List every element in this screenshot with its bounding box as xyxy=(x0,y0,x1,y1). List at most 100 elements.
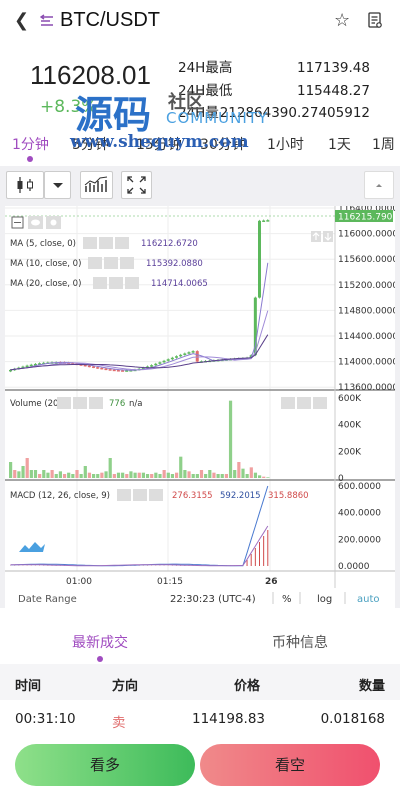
volume-bar xyxy=(54,474,58,478)
candle xyxy=(87,365,91,368)
volume-bar xyxy=(46,472,50,478)
volume-bar xyxy=(183,470,187,478)
volume-bar xyxy=(38,474,42,478)
macd-control-button[interactable] xyxy=(117,489,131,501)
ma-control-button[interactable] xyxy=(83,237,97,249)
last-price: 116208.01 xyxy=(30,60,151,90)
short-button[interactable]: 看空 xyxy=(200,744,380,786)
back-chevron-icon[interactable]: ❮ xyxy=(14,10,30,31)
ma-control-button[interactable] xyxy=(125,277,139,289)
volume-bar xyxy=(187,471,191,478)
macd-control-button[interactable] xyxy=(149,489,163,501)
volume-axis-tick: 400K xyxy=(338,421,362,431)
collapse-toolbar-button[interactable] xyxy=(364,171,394,199)
tab-coin-info[interactable]: 币种信息 xyxy=(272,635,328,651)
candle-type-button[interactable] xyxy=(6,171,44,199)
switch-pair-icon[interactable] xyxy=(40,14,56,28)
tab-30min[interactable]: 30分钟 xyxy=(200,137,246,153)
candle xyxy=(121,370,125,372)
tab-1min[interactable]: 1分钟 xyxy=(12,137,49,153)
stat-low: 24H最低 115448.27 xyxy=(178,82,370,99)
volume-bar xyxy=(220,474,224,478)
volume-control-button[interactable] xyxy=(73,397,87,409)
volume-bar xyxy=(125,474,129,478)
document-icon[interactable] xyxy=(368,12,383,29)
volume-bar xyxy=(170,474,175,478)
auto-toggle[interactable]: auto xyxy=(357,594,380,605)
volume-bar xyxy=(121,472,125,478)
chart-plot[interactable]: 116400.0000 116000.0000 115600.0000 115200.… xyxy=(5,204,398,608)
candle xyxy=(96,367,100,369)
macd-value: 592.2015 xyxy=(220,491,261,501)
candle xyxy=(25,365,29,368)
last-price-tag-bg xyxy=(335,210,393,222)
tab-1day[interactable]: 1天 xyxy=(328,137,351,153)
volume-bar xyxy=(71,474,75,478)
chart-type-dropdown[interactable] xyxy=(44,171,71,199)
candle xyxy=(92,366,95,368)
volume-bar xyxy=(133,472,137,478)
candle xyxy=(170,357,174,360)
percent-toggle[interactable]: % xyxy=(282,594,292,605)
indicators-button[interactable] xyxy=(80,171,113,199)
volume-bar xyxy=(204,474,208,478)
volume-bar xyxy=(67,472,71,478)
volume-arrow-button[interactable] xyxy=(281,397,295,409)
candle xyxy=(100,367,104,370)
volume-axis-tick: 200K xyxy=(338,447,362,457)
volume-arrow-button[interactable] xyxy=(297,397,311,409)
stat-volume: 24H量 212864390.27405912 xyxy=(178,105,370,121)
date-range-label[interactable]: Date Range xyxy=(18,594,77,605)
ma-control-button[interactable] xyxy=(109,277,123,289)
pane-controls[interactable] xyxy=(11,216,61,229)
fullscreen-button[interactable] xyxy=(121,171,152,199)
tab-5min[interactable]: 5分钟 xyxy=(72,137,109,153)
volume-bar xyxy=(262,476,266,478)
volume-bar xyxy=(9,462,13,478)
ma-value: 115392.0880 xyxy=(146,259,203,269)
macd-control-button[interactable] xyxy=(133,489,147,501)
ma-control-button[interactable] xyxy=(88,257,102,269)
interval-tabs: 1分钟 5分钟 15分钟 30分钟 1小时 1天 1周 xyxy=(0,130,400,164)
ma-control-button[interactable] xyxy=(115,237,129,249)
chart-widget: 116400.0000 116000.0000 115600.0000 115200.… xyxy=(0,166,400,608)
candle xyxy=(116,370,120,372)
log-toggle[interactable]: log xyxy=(317,594,332,605)
pane-arrows[interactable] xyxy=(311,231,333,242)
ma-control-button[interactable] xyxy=(93,277,107,289)
volume-na: n/a xyxy=(129,399,142,409)
volume-control-button[interactable] xyxy=(57,397,71,409)
volume-control-button[interactable] xyxy=(89,397,103,409)
volume-bar xyxy=(179,456,183,478)
tab-1hour[interactable]: 1小时 xyxy=(267,137,304,153)
volume-axis-tick: 600K xyxy=(338,394,362,404)
volume-bar xyxy=(21,466,25,478)
active-tab-indicator xyxy=(27,156,33,162)
volume-bar xyxy=(249,467,253,478)
candle xyxy=(141,367,145,370)
col-time: 时间 xyxy=(15,679,42,694)
ma-control-button[interactable] xyxy=(120,257,134,269)
volume-bar xyxy=(175,472,179,478)
pair-title[interactable]: BTC/USDT xyxy=(60,9,160,31)
col-side: 方向 xyxy=(112,679,139,694)
volume-bar xyxy=(17,471,21,478)
candle xyxy=(108,369,112,371)
clock-label: 22:30:23 (UTC-4) xyxy=(170,594,256,605)
tab-15min[interactable]: 15分钟 xyxy=(136,137,182,153)
candle xyxy=(166,359,170,361)
ma-control-button[interactable] xyxy=(99,237,113,249)
volume-arrow-button[interactable] xyxy=(313,397,327,409)
time-axis-tick: 26 xyxy=(265,577,278,587)
tab-1week[interactable]: 1周 xyxy=(372,137,395,153)
price-axis-tick: 116400.0000 xyxy=(338,206,395,214)
long-button[interactable]: 看多 xyxy=(15,744,195,786)
volume-bar xyxy=(195,474,199,478)
ma-control-button[interactable] xyxy=(104,257,118,269)
macd-axis-tick: 400.0000 xyxy=(338,509,381,519)
price-axis-tick: 115200.0000 xyxy=(338,281,395,291)
favorite-star-icon[interactable]: ☆ xyxy=(334,10,351,31)
volume-bar xyxy=(129,471,133,478)
tab-latest-trades[interactable]: 最新成交 xyxy=(72,635,128,651)
volume-bar xyxy=(87,472,92,478)
